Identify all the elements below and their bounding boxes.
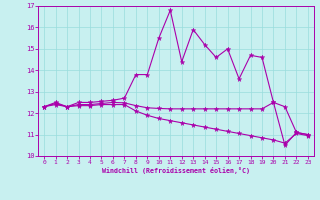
X-axis label: Windchill (Refroidissement éolien,°C): Windchill (Refroidissement éolien,°C) [102, 167, 250, 174]
